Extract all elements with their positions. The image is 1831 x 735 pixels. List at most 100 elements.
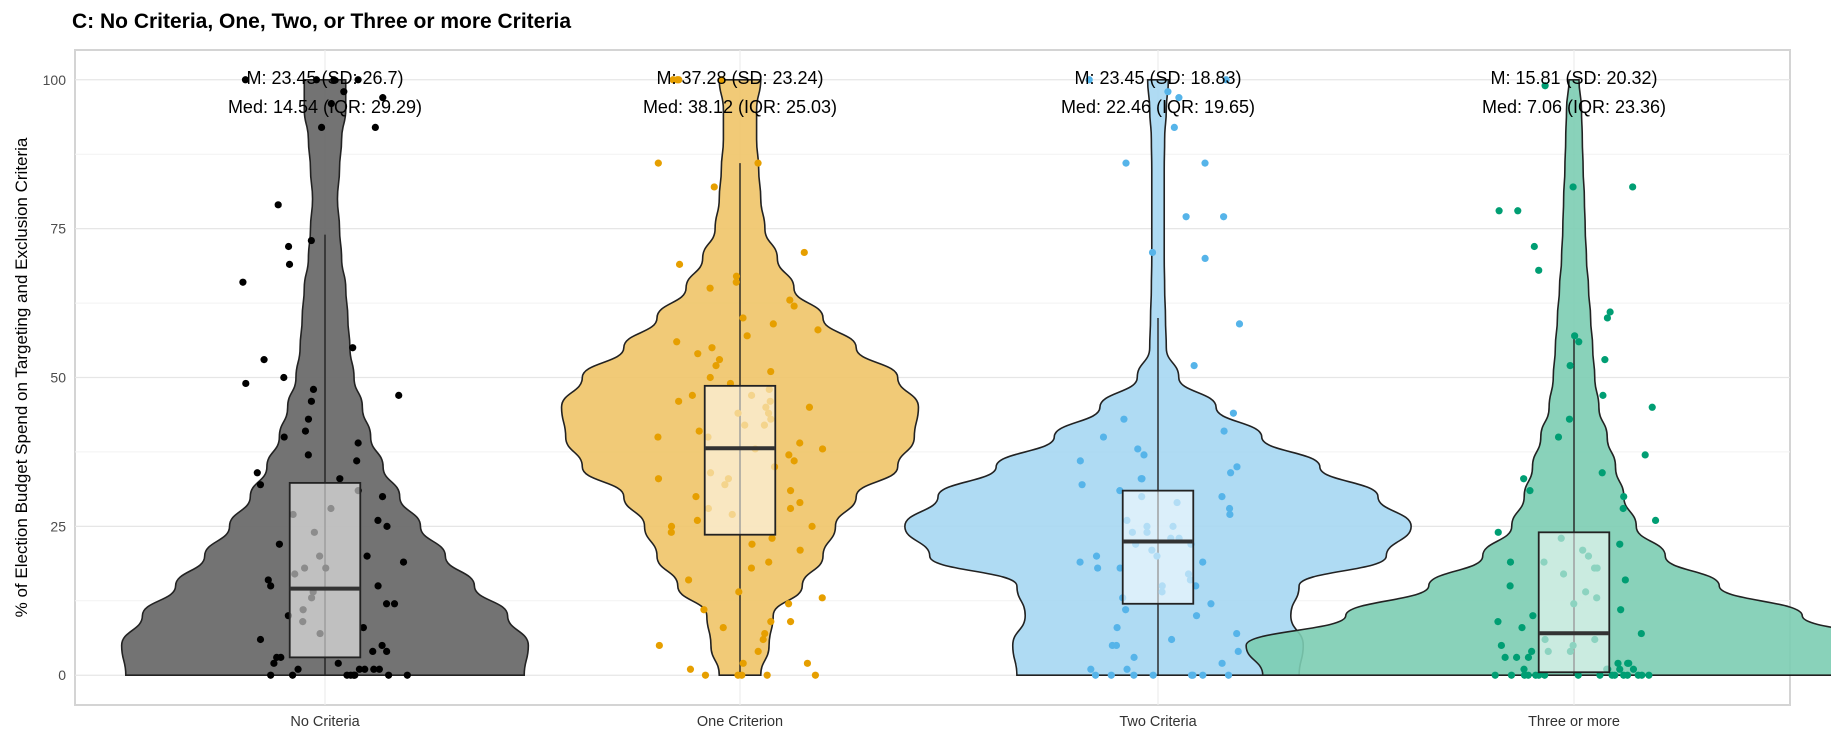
data-point [1182,213,1190,221]
data-point [719,623,727,632]
data-point [1629,183,1637,191]
data-point [686,665,695,673]
data-point [1188,671,1196,679]
y-tick-label: 25 [50,518,66,534]
data-point [1122,159,1130,167]
data-point [706,284,714,292]
data-point [747,564,756,572]
data-point [275,540,284,548]
data-point [786,296,794,304]
data-point [667,522,676,530]
data-point [267,582,275,590]
data-point [1220,427,1228,435]
data-point [1532,671,1540,679]
data-point [1134,445,1142,453]
x-tick-label: Two Criteria [1119,714,1197,730]
data-point [1506,558,1515,566]
data-point [1164,88,1172,96]
data-point [734,671,742,679]
data-point [1506,582,1514,590]
data-point [1524,653,1533,661]
data-point [1140,451,1148,459]
data-point [796,546,804,554]
data-point [1207,600,1215,608]
data-point [301,427,310,435]
data-point [1175,94,1183,102]
data-point [1575,338,1583,346]
data-point [1529,612,1537,620]
data-point [768,534,776,542]
data-point [241,76,250,84]
data-point [790,302,798,310]
data-point [654,433,662,441]
median-iqr-label: Med: 22.46 (IQR: 19.65) [1061,97,1255,117]
data-point [354,76,362,84]
data-point [267,671,275,679]
data-point [307,397,316,405]
data-point [264,576,272,584]
data-point [1092,552,1101,560]
data-point [1491,671,1499,679]
data-point [1130,671,1138,679]
data-point [1192,612,1201,620]
data-point [1651,516,1660,525]
data-point [710,183,718,191]
data-point [1569,183,1577,191]
data-point [369,647,377,656]
data-point [786,487,795,495]
data-point [350,671,358,679]
data-point [667,528,675,536]
data-point [700,606,708,614]
data-point [307,236,315,245]
data-point [814,326,822,334]
data-point [818,594,826,602]
data-point [732,278,740,286]
data-point [1227,469,1235,477]
data-point [242,379,250,388]
data-point [673,338,681,346]
data-point [239,278,247,286]
data-point [1645,671,1653,679]
y-axis-label: % of Election Budget Spend on Targeting … [12,137,31,617]
data-point [803,659,812,667]
data-point [1637,629,1645,638]
data-point [754,647,762,656]
data-point [312,76,321,84]
data-point [1085,76,1093,84]
data-point [378,641,386,650]
data-point [294,665,302,673]
data-point [654,159,662,167]
data-point [1120,415,1128,423]
data-point [790,457,798,465]
data-point [403,671,411,679]
data-point [693,516,701,525]
data-point [796,439,804,447]
data-point [754,159,762,167]
data-point [712,361,720,370]
data-point [784,600,793,608]
data-point [1116,487,1124,495]
data-point [378,492,387,501]
data-point [1606,308,1614,316]
data-point [1170,123,1178,132]
data-point [1526,487,1534,495]
data-point [1497,641,1505,650]
data-point [1107,671,1115,679]
data-point [309,385,318,394]
data-point [1514,207,1522,215]
data-point [370,665,378,673]
data-point [379,94,387,102]
x-tick-label: Three or more [1528,714,1620,730]
box [1121,489,1195,605]
data-point [1624,659,1632,667]
data-point [371,123,379,132]
data-point [288,671,297,679]
data-point [1571,332,1579,340]
box [1537,531,1611,674]
data-point [1620,671,1628,679]
data-point [1565,415,1574,423]
data-point [1616,665,1624,673]
data-point [343,671,351,679]
data-point [260,356,268,364]
data-point [1638,671,1646,679]
